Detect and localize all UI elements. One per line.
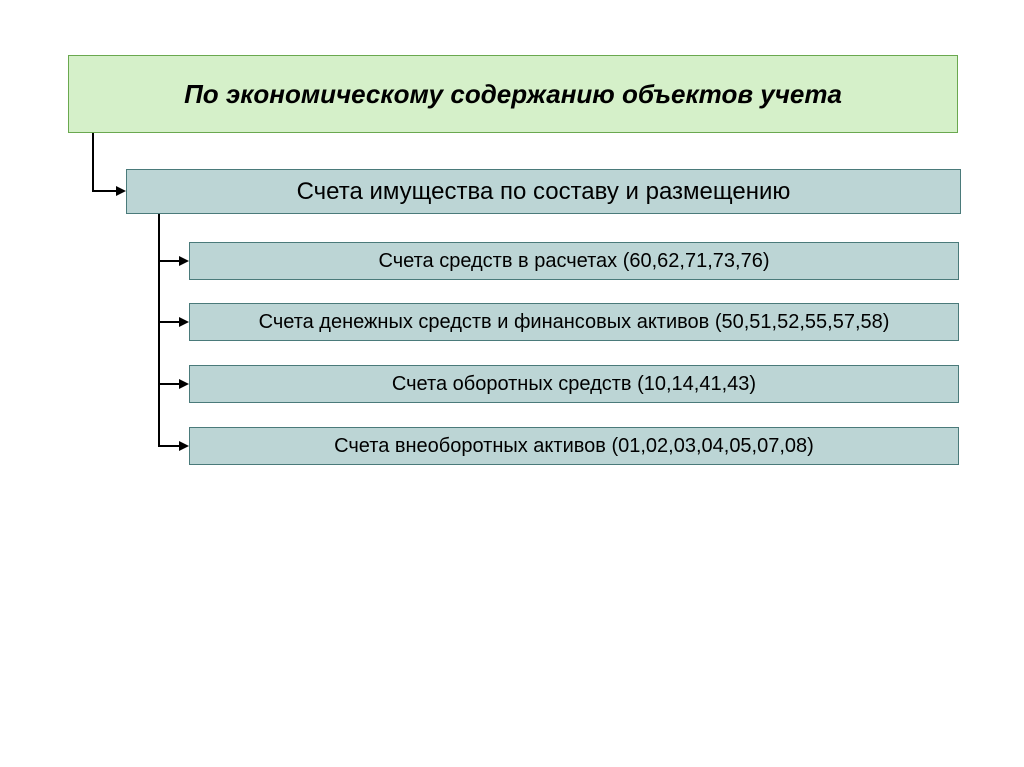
connector-line (158, 214, 160, 446)
arrow-icon (179, 317, 189, 327)
diagram-title-text: По экономическому содержанию объектов уч… (184, 79, 842, 110)
arrow-icon (179, 441, 189, 451)
level2-node-1: Счета денежных средств и финансовых акти… (189, 303, 959, 341)
connector-line (158, 260, 179, 262)
connector-line (92, 190, 116, 192)
level2-node-3: Счета внеоборотных активов (01,02,03,04,… (189, 427, 959, 465)
level1-text: Счета имущества по составу и размещению (297, 178, 791, 206)
connector-line (92, 133, 94, 191)
connector-line (158, 321, 179, 323)
level2-node-2: Счета оборотных средств (10,14,41,43) (189, 365, 959, 403)
level2-node-0: Счета средств в расчетах (60,62,71,73,76… (189, 242, 959, 280)
arrow-icon (179, 379, 189, 389)
arrow-icon (179, 256, 189, 266)
connector-line (158, 383, 179, 385)
level2-text-2: Счета оборотных средств (10,14,41,43) (392, 373, 756, 396)
diagram-title: По экономическому содержанию объектов уч… (68, 55, 958, 133)
level1-node: Счета имущества по составу и размещению (126, 169, 961, 214)
level2-text-3: Счета внеоборотных активов (01,02,03,04,… (334, 435, 814, 458)
level2-text-0: Счета средств в расчетах (60,62,71,73,76… (378, 250, 769, 273)
level2-text-1: Счета денежных средств и финансовых акти… (259, 311, 890, 334)
connector-line (158, 445, 179, 447)
arrow-icon (116, 186, 126, 196)
